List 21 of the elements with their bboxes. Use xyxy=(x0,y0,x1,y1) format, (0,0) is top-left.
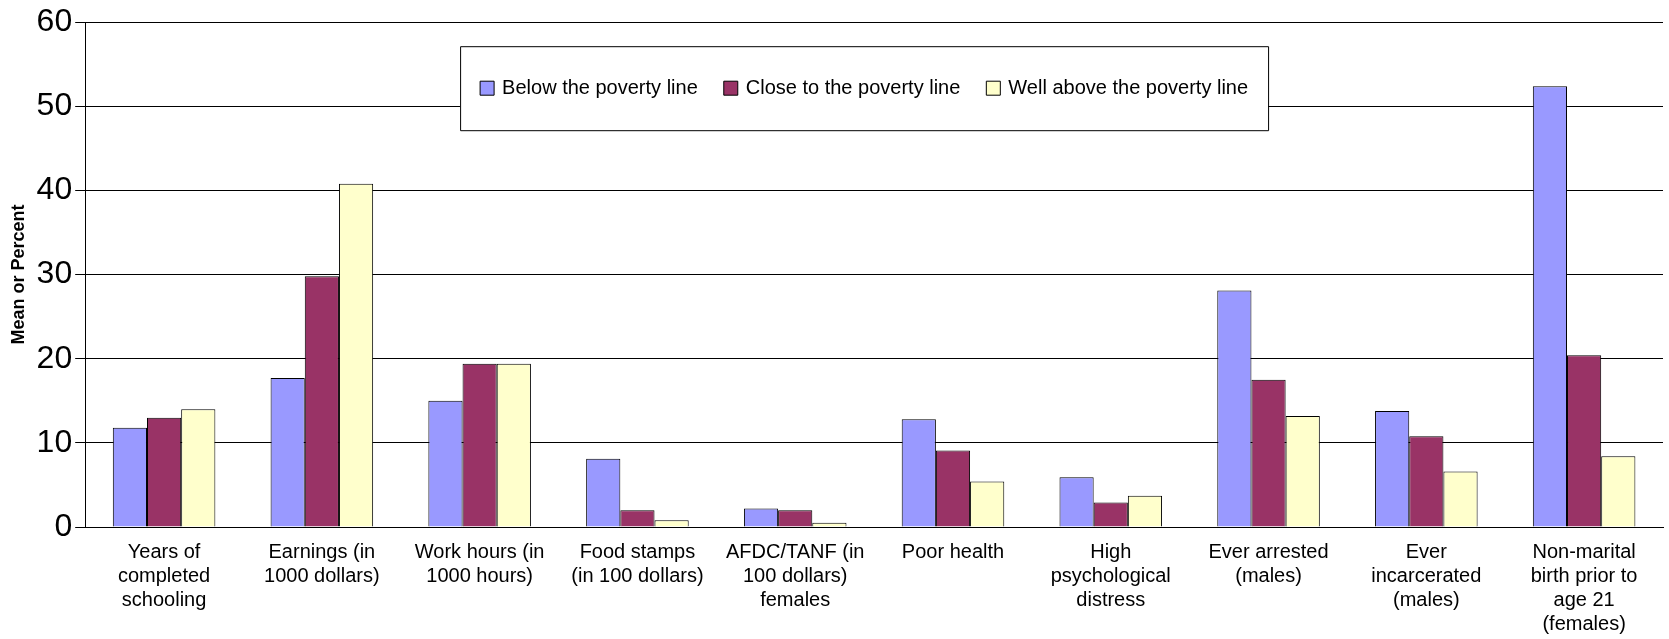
x-tick-label: Food stamps (in 100 dollars) xyxy=(571,539,704,586)
x-tick-label: AFDC/TANF (in 100 dollars) females xyxy=(725,539,865,610)
y-tick-label: 30 xyxy=(36,254,73,291)
y-axis-title: Mean or Percent xyxy=(7,204,28,345)
y-tick-label: 0 xyxy=(54,506,73,543)
x-tick-label: High psychological distress xyxy=(1050,539,1171,610)
y-tick-label: 50 xyxy=(36,86,73,123)
x-tick-label: Ever arrested (males) xyxy=(1208,539,1329,586)
legend-label: Well above the poverty line xyxy=(1008,75,1249,98)
y-tick-label: 10 xyxy=(36,422,73,459)
x-tick-label: Earnings (in 1000 dollars) xyxy=(264,539,380,586)
x-tick-label: Years of completed schooling xyxy=(117,539,211,610)
legend-label: Close to the poverty line xyxy=(745,75,961,98)
y-tick-label: 60 xyxy=(36,2,73,39)
y-tick-label: 20 xyxy=(36,338,73,375)
y-tick-label: 40 xyxy=(36,170,73,207)
x-tick-label: Non-marital birth prior to age 21 (females) xyxy=(1530,539,1638,634)
legend-label: Below the poverty line xyxy=(502,75,698,98)
x-tick-label: Poor health xyxy=(901,539,1005,562)
x-tick-label: Work hours (in 1000 hours) xyxy=(414,539,545,586)
x-tick-label: Ever incarcerated (males) xyxy=(1371,539,1482,610)
